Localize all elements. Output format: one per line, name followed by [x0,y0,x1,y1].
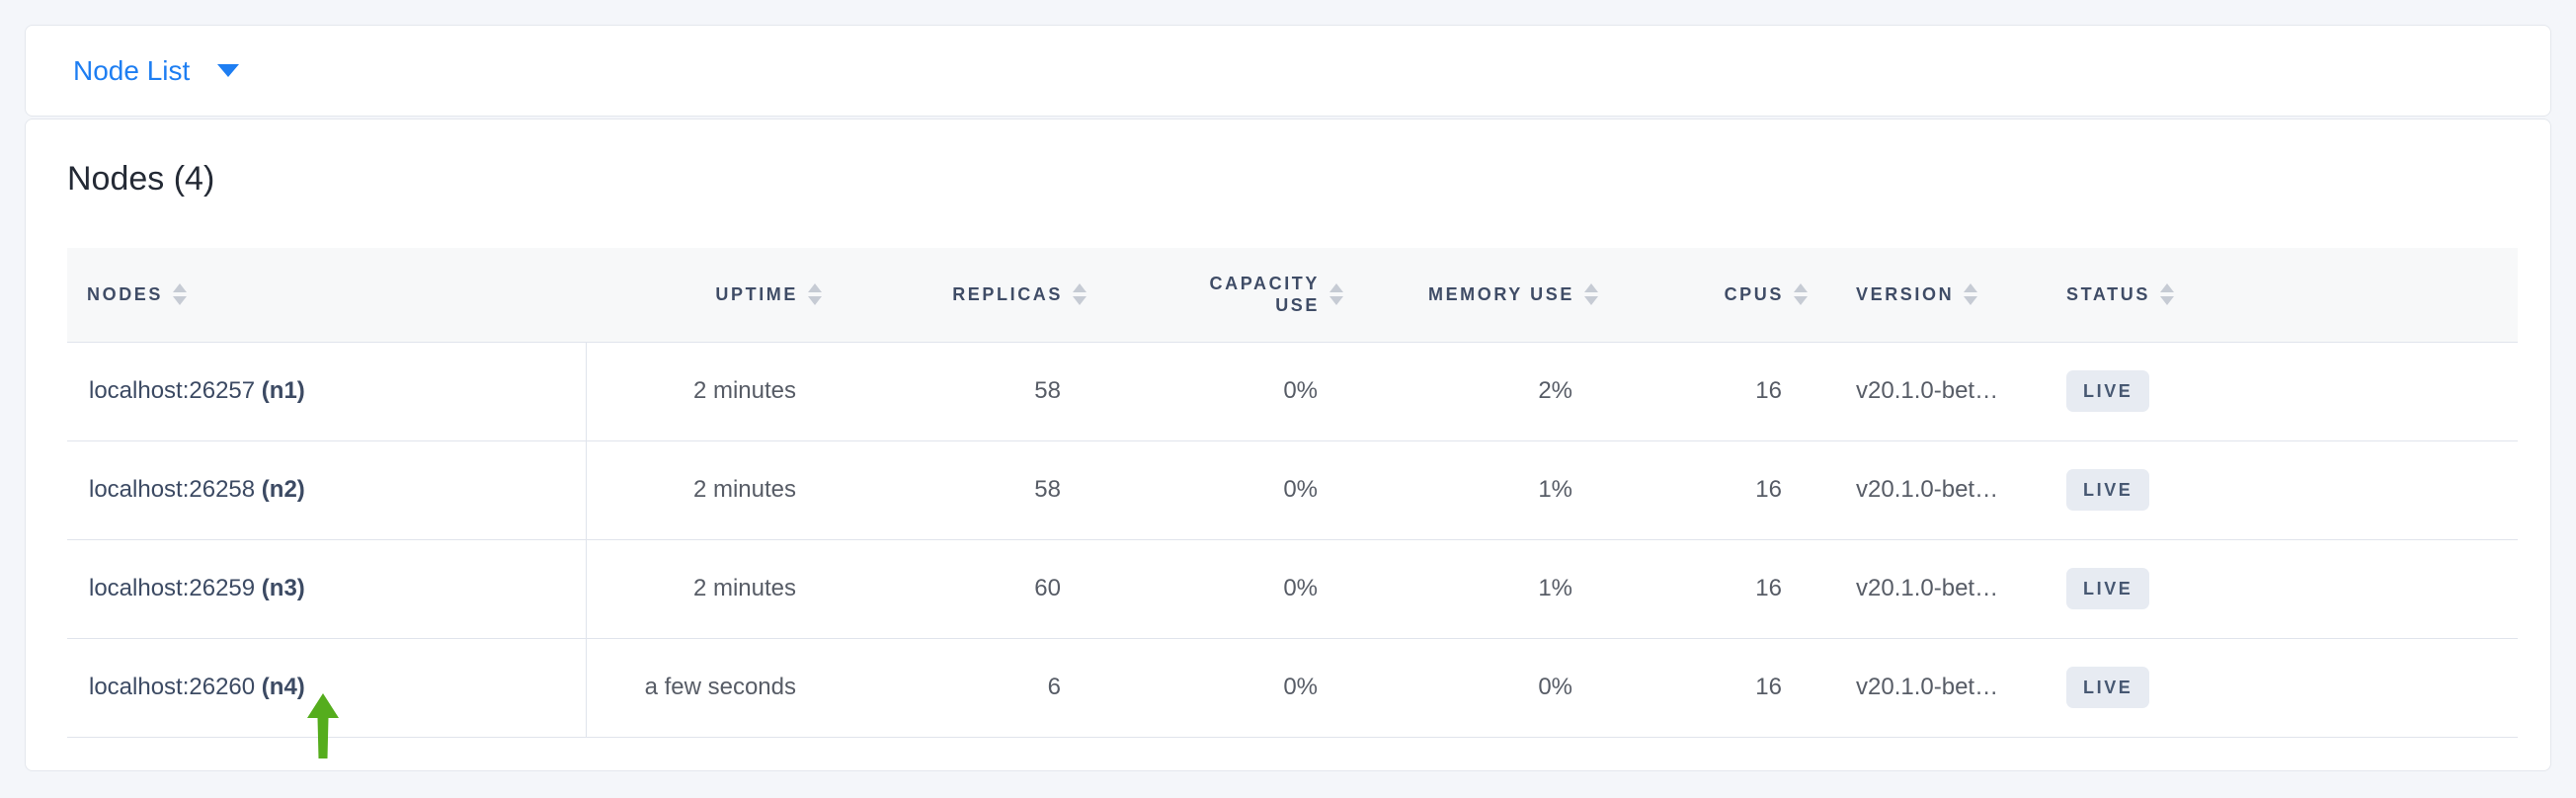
uptime-cell: a few seconds [585,638,822,738]
table-row[interactable]: localhost:26257 (n1) 2 minutes 58 0% 2% … [67,342,2518,441]
status-badge: LIVE [2066,667,2150,708]
table-row[interactable]: localhost:26258 (n2) 2 minutes 58 0% 1% … [67,440,2518,540]
sort-icon[interactable] [808,283,822,306]
status-badge: LIVE [2066,370,2150,412]
memory-use-cell: 1% [1343,539,1598,639]
cpus-cell: 16 [1598,638,1808,738]
sort-icon[interactable] [2159,283,2174,306]
sort-icon[interactable] [1584,283,1598,306]
sort-icon[interactable] [173,283,188,306]
table-body: localhost:26257 (n1) 2 minutes 58 0% 2% … [67,342,2518,738]
column-header-status[interactable]: STATUS [2060,248,2518,343]
column-header-version[interactable]: VERSION [1808,248,2060,343]
version-cell: v20.1.0-bet… [1808,539,2060,639]
uptime-cell: 2 minutes [585,539,822,639]
column-header-uptime[interactable]: UPTIME [586,248,822,343]
column-header-memory-use[interactable]: MEMORY USE [1343,248,1598,343]
page-title: Nodes (4) [67,160,215,198]
sort-icon[interactable] [1794,283,1808,306]
status-cell: LIVE [2060,638,2518,738]
capacity-use-cell: 0% [1087,440,1343,540]
view-selector-bar: Node List [25,25,2551,117]
node-address-cell[interactable]: localhost:26257 (n1) [67,342,586,441]
status-cell: LIVE [2060,440,2518,540]
nodes-table-wrap: NODES UPTIME REPLICAS [67,248,2518,738]
status-badge: LIVE [2066,568,2150,609]
replicas-cell: 58 [822,440,1087,540]
replicas-cell: 6 [822,638,1087,738]
memory-use-cell: 0% [1343,638,1598,738]
node-address-cell[interactable]: localhost:26259 (n3) [67,539,586,639]
node-id: (n2) [261,476,305,503]
status-cell: LIVE [2060,539,2518,639]
table-header-row: NODES UPTIME REPLICAS [67,248,2518,343]
version-cell: v20.1.0-bet… [1808,342,2060,441]
cpus-cell: 16 [1598,539,1808,639]
green-up-arrow-icon [307,693,339,758]
memory-use-cell: 2% [1343,342,1598,441]
table-row[interactable]: localhost:26260 (n4) a few seconds 6 0% … [67,638,2518,738]
capacity-use-cell: 0% [1087,539,1343,639]
sort-icon[interactable] [1964,283,1978,306]
column-header-cpus[interactable]: CPUS [1598,248,1808,343]
uptime-cell: 2 minutes [585,440,822,540]
replicas-cell: 60 [822,539,1087,639]
cpus-cell: 16 [1598,440,1808,540]
node-list-dropdown[interactable]: Node List [73,54,240,87]
replicas-cell: 58 [822,342,1087,441]
node-id: (n3) [261,575,305,601]
node-address-cell[interactable]: localhost:26258 (n2) [67,440,586,540]
column-header-replicas[interactable]: REPLICAS [822,248,1087,343]
memory-use-cell: 1% [1343,440,1598,540]
uptime-cell: 2 minutes [585,342,822,441]
table-row[interactable]: localhost:26259 (n3) 2 minutes 60 0% 1% … [67,539,2518,639]
nodes-card: Nodes (4) NODES [25,119,2551,771]
sort-icon[interactable] [1329,283,1343,306]
sort-icon[interactable] [1073,283,1087,306]
capacity-use-cell: 0% [1087,342,1343,441]
node-id: (n1) [261,377,305,404]
caret-down-icon [217,64,240,77]
nodes-table: NODES UPTIME REPLICAS [67,248,2518,738]
column-header-capacity-use[interactable]: CAPACITY USE [1087,248,1343,343]
node-list-dropdown-label: Node List [73,54,191,86]
node-address: localhost:26258 [89,476,262,503]
status-badge: LIVE [2066,469,2150,511]
node-id: (n4) [261,674,305,700]
node-address: localhost:26259 [89,575,262,601]
node-address: localhost:26257 [89,377,262,404]
column-header-nodes[interactable]: NODES [67,248,586,343]
node-address: localhost:26260 [89,674,262,700]
cpus-cell: 16 [1598,342,1808,441]
status-cell: LIVE [2060,342,2518,441]
version-cell: v20.1.0-bet… [1808,440,2060,540]
capacity-use-cell: 0% [1087,638,1343,738]
version-cell: v20.1.0-bet… [1808,638,2060,738]
